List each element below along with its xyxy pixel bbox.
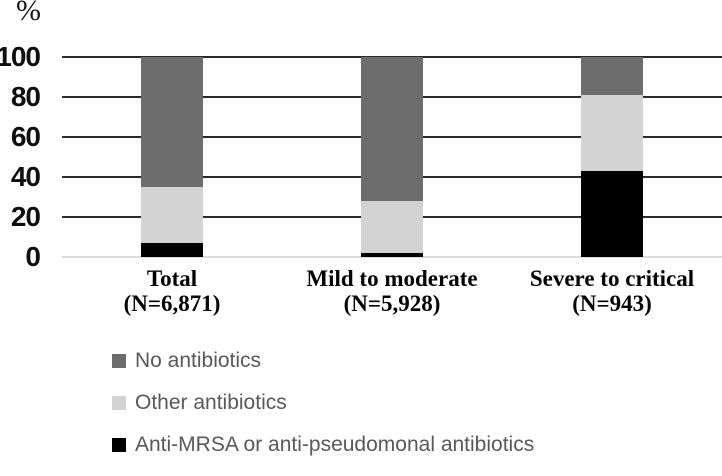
y-axis: 0 20 40 60 80 100 (0, 42, 42, 272)
bar-segment-anti-mrsa-or-anti-pseudomonal-antibiotics (361, 253, 423, 257)
category-label-severe-to-critical: Severe to critical (N=943) (502, 266, 722, 316)
legend-swatch-icon (112, 354, 126, 368)
category-n-count: (N=5,928) (343, 291, 441, 316)
category-n-count: (N=6,871) (123, 291, 221, 316)
bar-mild-to-moderate (361, 57, 423, 257)
category-name: Mild to moderate (306, 266, 478, 291)
baseline-gridline (62, 256, 722, 258)
bar-segment-anti-mrsa-or-anti-pseudomonal-antibiotics (581, 171, 643, 257)
y-tick-label-0: 0 (25, 241, 41, 272)
bar-severe-to-critical (581, 57, 643, 257)
y-tick-label-20: 20 (10, 201, 41, 232)
bar-total (141, 57, 203, 257)
bar-segment-other-antibiotics (141, 187, 203, 243)
y-tick-label-100: 100 (0, 41, 41, 72)
legend-item-other-antibiotics: Other antibiotics (112, 391, 534, 414)
stacked-bar-chart-figure: % 0 20 40 60 80 100 Total (N=6,871) Mild to mod… (0, 0, 722, 456)
legend-item-no-antibiotics: No antibiotics (112, 349, 534, 372)
bar-segment-no-antibiotics (361, 57, 423, 201)
legend: No antibiotics Other antibiotics Anti-MRSA… (112, 349, 535, 476)
category-label-mild-to-moderate: Mild to moderate (N=5,928) (282, 266, 502, 316)
y-axis-unit-label: % (16, 0, 41, 27)
bar-segment-anti-mrsa-or-anti-pseudomonal-antibiotics (141, 243, 203, 257)
category-name: Total (146, 266, 198, 291)
legend-label: Anti-MRSA or anti-pseudomonal antibiotic… (135, 433, 535, 456)
y-tick-label-80: 80 (10, 81, 41, 112)
legend-swatch-icon (112, 438, 126, 452)
bar-segment-other-antibiotics (581, 95, 643, 171)
plot-area (62, 56, 722, 258)
bar-segment-other-antibiotics (361, 201, 423, 253)
bar-segment-no-antibiotics (581, 57, 643, 95)
y-tick-label-60: 60 (10, 121, 41, 152)
legend-item-anti-mrsa-or-anti-pseudomonal-antibiotics: Anti-MRSA or anti-pseudomonal antibiotic… (112, 433, 535, 456)
category-name: Severe to critical (529, 266, 695, 291)
x-axis: Total (N=6,871) Mild to moderate (N=5,928) S… (62, 266, 722, 322)
category-label-total: Total (N=6,871) (62, 266, 282, 316)
bar-segment-no-antibiotics (141, 57, 203, 187)
legend-label: Other antibiotics (135, 391, 287, 414)
category-n-count: (N=943) (572, 291, 652, 316)
legend-swatch-icon (112, 396, 126, 410)
y-tick-label-40: 40 (10, 161, 41, 192)
legend-label: No antibiotics (135, 349, 262, 372)
